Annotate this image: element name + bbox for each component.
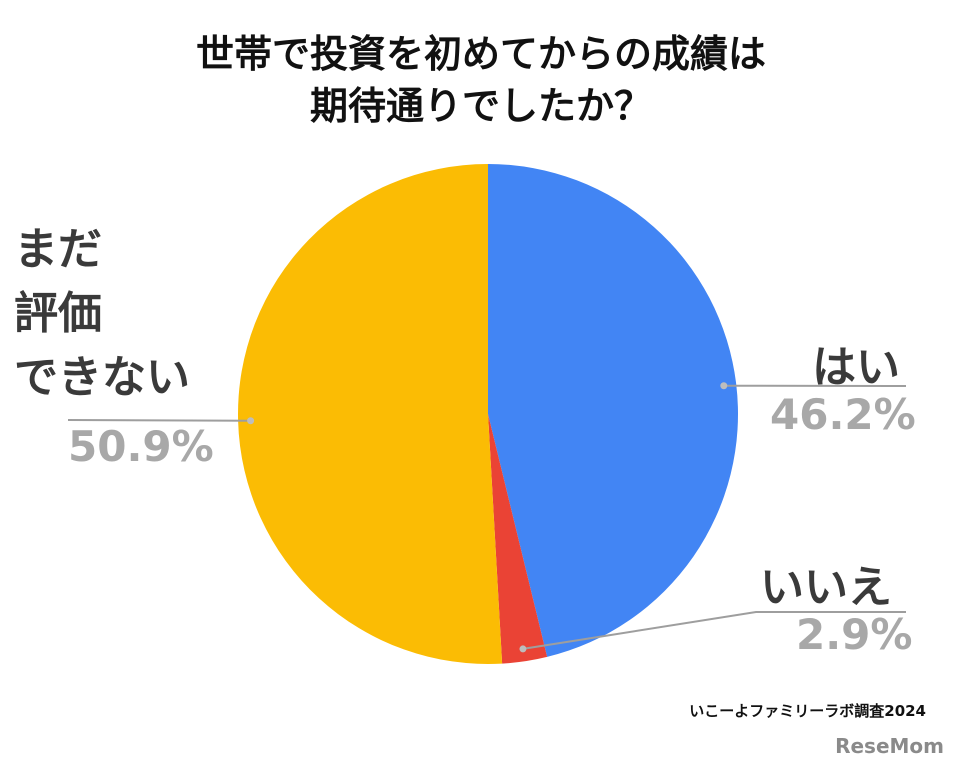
slice-label-not-yet-line-3: できない xyxy=(14,352,190,403)
slice-value-not-yet: 50.9% xyxy=(68,422,214,471)
chart-title-line-2: 期待通りでしたか？ xyxy=(309,84,652,128)
pie-slice-no xyxy=(488,414,548,664)
slice-value-yes: 46.2% xyxy=(770,390,916,439)
pie-slice-not-yet xyxy=(238,164,503,664)
slice-label-no: いいえ xyxy=(760,562,892,613)
chart-title-line-1: 世帯で投資を初めてからの成績は xyxy=(195,32,766,76)
slice-label-not-yet-line-1: まだ xyxy=(14,224,102,275)
leader-dot-yes xyxy=(720,382,728,390)
source-note: いこーよファミリーラボ調査2024 xyxy=(689,702,926,720)
leader-dot-not-yet xyxy=(247,417,255,425)
chart-title: 世帯で投資を初めてからの成績は 期待通りでしたか？ xyxy=(0,28,962,132)
leader-dot-no xyxy=(519,645,527,653)
brand-logo: ReseMom xyxy=(835,734,944,758)
leader-line-not-yet xyxy=(67,419,251,422)
slice-label-not-yet-line-2: 評価 xyxy=(14,288,102,339)
pie-slice-yes xyxy=(488,164,739,657)
leader-line-no xyxy=(522,611,906,650)
slice-label-yes: はい xyxy=(812,342,900,393)
slice-value-no: 2.9% xyxy=(796,610,913,659)
